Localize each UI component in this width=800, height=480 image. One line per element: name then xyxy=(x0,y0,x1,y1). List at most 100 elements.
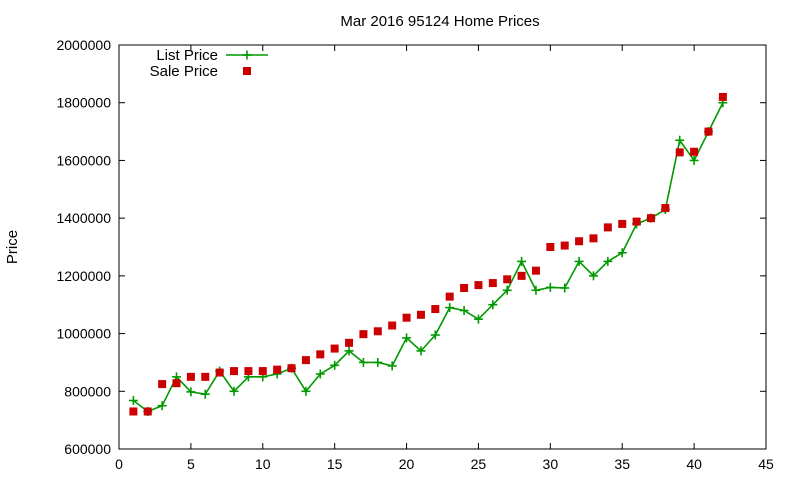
y-tick-label: 800000 xyxy=(64,383,111,399)
sale-price-point xyxy=(230,367,239,376)
list-price-point xyxy=(128,396,138,406)
x-tick-label: 15 xyxy=(327,456,343,472)
y-tick-label: 1200000 xyxy=(56,268,111,284)
sale-price-point xyxy=(244,367,253,376)
sale-price-point xyxy=(158,380,167,389)
x-tick-label: 20 xyxy=(399,456,415,472)
sale-price-point xyxy=(273,365,282,374)
series-layer xyxy=(128,92,728,416)
sale-price-point xyxy=(301,356,310,365)
list-price-point xyxy=(545,282,555,292)
list-price-point xyxy=(574,256,584,266)
list-price-point xyxy=(445,303,455,313)
sale-price-point xyxy=(646,214,655,223)
y-axis-label: Price xyxy=(4,230,21,264)
list-price-point xyxy=(531,285,541,295)
list-price-point xyxy=(502,285,512,295)
x-tick-label: 25 xyxy=(471,456,487,472)
sale-price-point xyxy=(517,271,526,280)
sale-price-point xyxy=(531,266,540,275)
sale-price-point xyxy=(661,204,670,213)
list-price-point xyxy=(588,271,598,281)
list-price-point xyxy=(200,389,210,399)
sale-price-point xyxy=(575,237,584,246)
sale-price-point xyxy=(704,127,713,136)
x-tick-label: 40 xyxy=(686,456,702,472)
sale-price-point xyxy=(474,281,483,290)
list-price-point xyxy=(617,248,627,258)
sale-price-point xyxy=(603,223,612,232)
list-price-point xyxy=(373,357,383,367)
list-price-point xyxy=(186,387,196,397)
y-tick-label: 1000000 xyxy=(56,326,111,342)
sale-price-point xyxy=(402,313,411,322)
sale-price-point xyxy=(201,372,210,381)
sale-price-point xyxy=(143,407,152,416)
sale-price-point xyxy=(215,368,224,377)
list-price-point xyxy=(387,361,397,371)
y-tick-label: 1400000 xyxy=(56,210,111,226)
list-price-point xyxy=(358,357,368,367)
sale-price-point xyxy=(632,217,641,226)
legend: List Price Sale Price xyxy=(150,47,268,80)
series-line-list-price xyxy=(132,102,724,413)
list-price-point xyxy=(344,346,354,356)
sale-price-point xyxy=(258,367,267,376)
legend-swatch-list-price-plus xyxy=(242,50,252,60)
chart-title: Mar 2016 95124 Home Prices xyxy=(340,13,539,30)
list-price-point xyxy=(459,305,469,315)
y-tick-label: 1600000 xyxy=(56,152,111,168)
list-price-point xyxy=(603,256,613,266)
x-tick-label: 5 xyxy=(187,456,195,472)
sale-price-point xyxy=(186,372,195,381)
sale-price-point xyxy=(388,321,397,330)
sale-price-point xyxy=(431,305,440,314)
sale-price-point xyxy=(330,344,339,353)
sale-price-point xyxy=(316,350,325,359)
sale-price-point xyxy=(129,407,138,416)
plot-frame xyxy=(118,44,767,450)
list-price-point xyxy=(517,256,527,266)
sale-price-point xyxy=(718,92,727,101)
sale-price-point xyxy=(373,327,382,336)
sale-price-point xyxy=(488,279,497,288)
list-price-point xyxy=(488,300,498,310)
sale-price-point xyxy=(503,275,512,284)
x-tick-label: 0 xyxy=(115,456,123,472)
tick-layer: 0 5 10 15 20 25 30 35 40 45 600000 800000 1000000 120… xyxy=(56,37,774,472)
sale-price-point xyxy=(172,379,181,388)
x-tick-label: 45 xyxy=(758,456,774,472)
legend-label-list-price: List Price xyxy=(156,47,218,64)
list-price-point xyxy=(416,346,426,356)
sale-price-point xyxy=(359,330,368,339)
list-price-point xyxy=(402,333,412,343)
sale-price-point xyxy=(618,219,627,228)
x-tick-label: 30 xyxy=(543,456,559,472)
sale-price-point xyxy=(546,243,555,251)
sale-price-point xyxy=(560,241,569,250)
x-tick-label: 35 xyxy=(614,456,630,472)
list-price-point xyxy=(229,386,239,396)
legend-label-sale-price: Sale Price xyxy=(150,63,218,80)
list-price-point xyxy=(315,369,325,379)
sale-price-point xyxy=(287,364,296,373)
sale-price-point xyxy=(460,283,469,292)
list-price-point xyxy=(689,155,699,165)
list-price-point xyxy=(157,401,167,411)
sale-price-point xyxy=(345,338,354,347)
y-tick-label: 600000 xyxy=(64,441,111,457)
legend-swatch-sale-price xyxy=(243,67,251,75)
y-tick-label: 2000000 xyxy=(56,37,111,53)
list-price-point xyxy=(301,386,311,396)
list-price-point xyxy=(430,330,440,340)
sale-price-point xyxy=(589,234,598,243)
list-price-point xyxy=(330,360,340,370)
x-tick-label: 10 xyxy=(255,456,271,472)
list-price-point xyxy=(675,135,685,145)
sale-price-point xyxy=(445,292,454,301)
sale-price-point xyxy=(416,310,425,319)
y-tick-label: 1800000 xyxy=(56,95,111,111)
list-price-point xyxy=(473,314,483,324)
